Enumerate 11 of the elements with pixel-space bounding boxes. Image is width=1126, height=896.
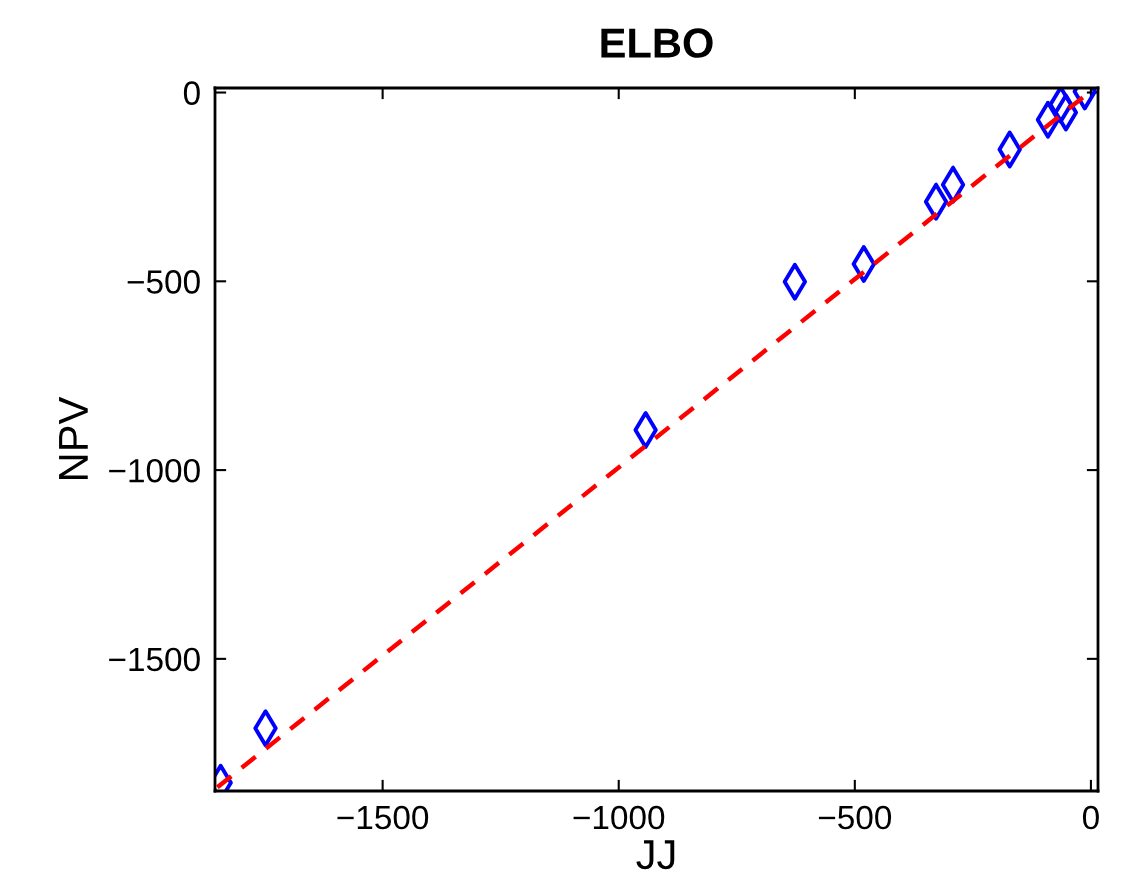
y-tick-label: −1500 <box>109 647 200 672</box>
x-axis-title: JJ <box>636 840 675 870</box>
x-tick-label: −1000 <box>573 805 665 830</box>
x-tick-label: −1500 <box>337 805 429 830</box>
y-tick-label: −500 <box>127 270 200 294</box>
chart-title: ELBO <box>601 28 713 58</box>
x-tick-label: 0 <box>1082 805 1099 830</box>
y-tick-label: −1000 <box>109 458 200 483</box>
x-tick-label: −500 <box>818 805 892 830</box>
y-axis-title: NPV <box>59 396 88 479</box>
y-tick-label: 0 <box>183 81 200 105</box>
